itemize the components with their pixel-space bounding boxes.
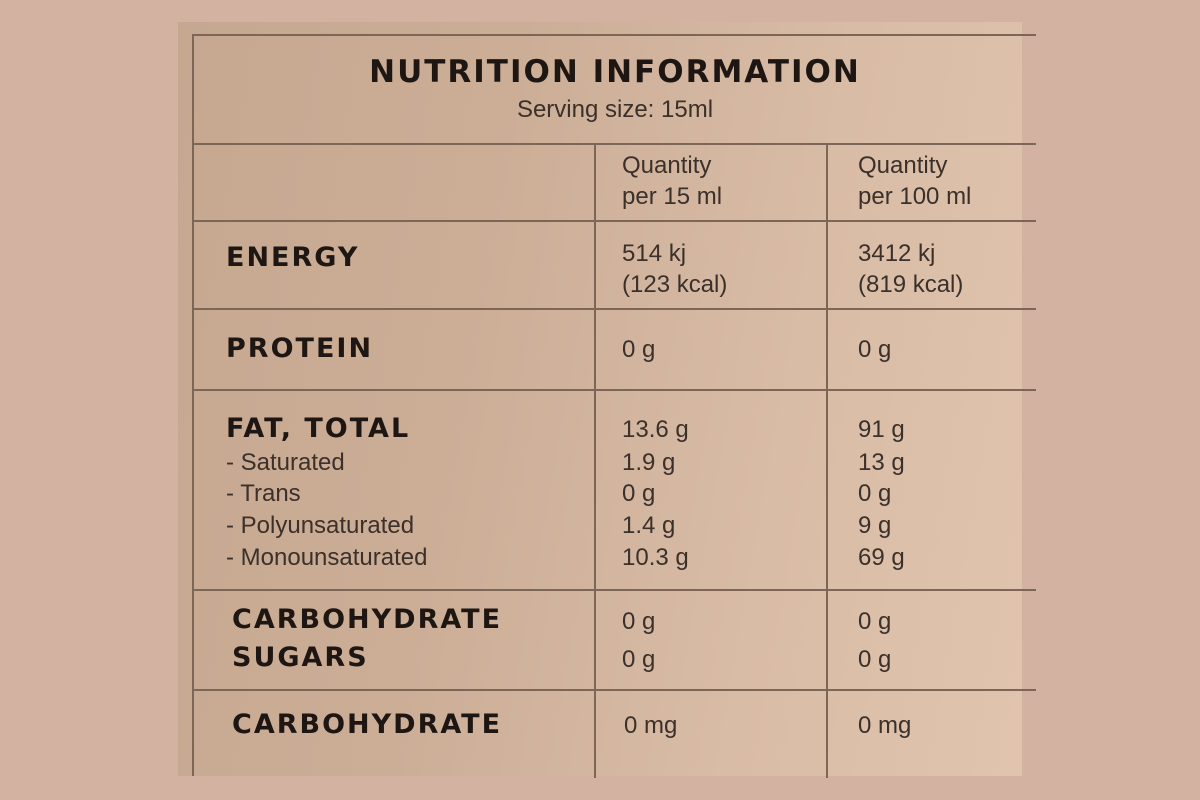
divider bbox=[194, 308, 1036, 310]
protein-per-15ml: 0 g bbox=[622, 336, 656, 363]
serving-size: Serving size: 15ml bbox=[516, 96, 714, 123]
monounsaturated-per-15ml: 10.3 g bbox=[622, 544, 689, 571]
fat-per-100ml: 91 g bbox=[858, 416, 905, 443]
row-label-fat-total: FAT, TOTAL bbox=[226, 413, 411, 444]
polyunsaturated-per-15ml: 1.4 g bbox=[622, 512, 676, 539]
divider bbox=[194, 689, 1036, 691]
sugars-per-15ml: 0 g bbox=[622, 646, 656, 673]
trans-per-15ml: 0 g bbox=[622, 480, 656, 507]
protein-per-100ml: 0 g bbox=[858, 336, 892, 363]
saturated-per-15ml: 1.9 g bbox=[622, 449, 676, 476]
polyunsaturated-per-100ml: 9 g bbox=[858, 512, 892, 539]
nutrition-label: NUTRITION INFORMATION Serving size: 15ml… bbox=[178, 22, 1036, 778]
carbohydrate-per-15ml: 0 g bbox=[622, 608, 656, 635]
divider bbox=[194, 143, 1036, 145]
divider bbox=[194, 220, 1036, 222]
energy-per-15ml: 514 kj (123 kcal) bbox=[622, 240, 728, 298]
divider bbox=[194, 589, 1036, 591]
saturated-per-100ml: 13 g bbox=[858, 449, 905, 476]
row-label-energy: ENERGY bbox=[226, 242, 360, 273]
table-title: NUTRITION INFORMATION bbox=[369, 54, 861, 90]
row-label-carbohydrate-mg: CARBOHYDRATE bbox=[232, 709, 503, 740]
monounsaturated-per-100ml: 69 g bbox=[858, 544, 905, 571]
trans-per-100ml: 0 g bbox=[858, 480, 892, 507]
energy-per-100ml: 3412 kj (819 kcal) bbox=[858, 240, 964, 298]
column-divider bbox=[594, 144, 596, 778]
row-label-carbohydrate: CARBOHYDRATE bbox=[232, 604, 503, 635]
column-header-per-100ml: Quantity per 100 ml bbox=[858, 152, 972, 210]
row-label-sugars: SUGARS bbox=[232, 642, 369, 673]
carbohydrate-per-100ml: 0 g bbox=[858, 608, 892, 635]
sub-label-trans: - Trans bbox=[226, 480, 301, 507]
column-divider bbox=[826, 144, 828, 778]
sugars-per-100ml: 0 g bbox=[858, 646, 892, 673]
carbohydrate-mg-per-100ml: 0 mg bbox=[858, 712, 912, 739]
nutrition-table: NUTRITION INFORMATION Serving size: 15ml… bbox=[192, 34, 1036, 778]
sub-label-polyunsaturated: - Polyunsaturated bbox=[226, 512, 415, 539]
row-label-protein: PROTEIN bbox=[226, 333, 374, 364]
divider bbox=[194, 389, 1036, 391]
carbohydrate-mg-per-15ml: 0 mg bbox=[624, 712, 678, 739]
fat-per-15ml: 13.6 g bbox=[622, 416, 689, 443]
sub-label-saturated: - Saturated bbox=[226, 449, 345, 476]
sub-label-monounsaturated: - Monounsaturated bbox=[226, 544, 428, 571]
column-header-per-15ml: Quantity per 15 ml bbox=[622, 152, 723, 210]
